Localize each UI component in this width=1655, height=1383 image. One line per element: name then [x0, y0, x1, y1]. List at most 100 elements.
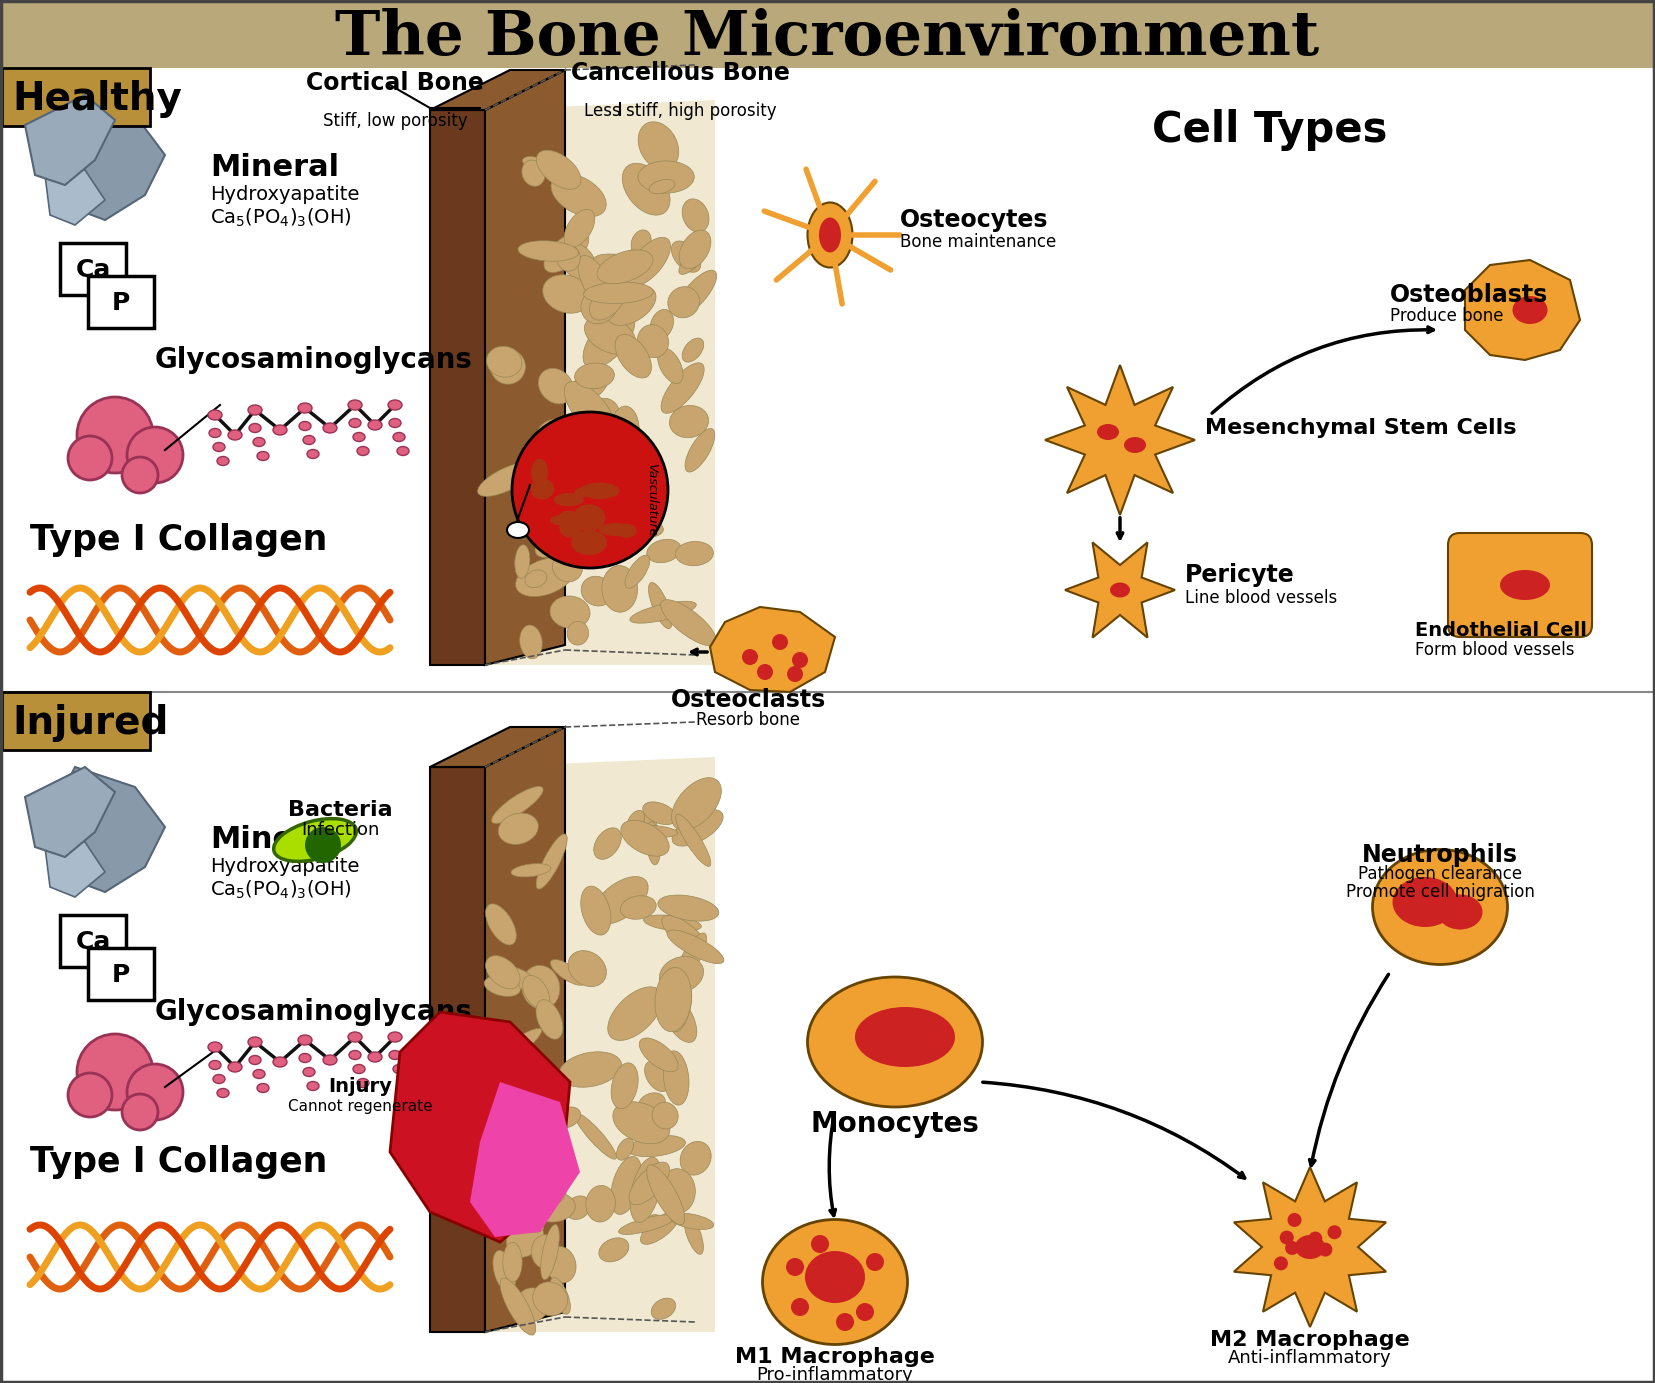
Ellipse shape [323, 423, 338, 433]
Ellipse shape [306, 449, 319, 459]
Ellipse shape [680, 1141, 712, 1176]
Ellipse shape [647, 1164, 685, 1225]
Ellipse shape [644, 916, 702, 931]
Ellipse shape [536, 151, 581, 189]
Ellipse shape [357, 447, 369, 455]
Polygon shape [430, 727, 564, 768]
Ellipse shape [558, 510, 581, 528]
Ellipse shape [669, 405, 708, 437]
Ellipse shape [523, 156, 554, 174]
Text: Cancellous Bone: Cancellous Bone [571, 61, 789, 84]
Ellipse shape [535, 517, 583, 557]
Ellipse shape [644, 806, 657, 848]
Text: P: P [113, 290, 131, 315]
Ellipse shape [602, 566, 637, 613]
Ellipse shape [531, 479, 554, 499]
Ellipse shape [549, 514, 579, 526]
Ellipse shape [1392, 877, 1458, 927]
Text: Injured: Injured [12, 704, 169, 743]
Circle shape [1288, 1213, 1301, 1227]
Text: P: P [113, 963, 131, 987]
Polygon shape [25, 768, 114, 857]
Ellipse shape [483, 1029, 541, 1070]
Polygon shape [391, 1012, 569, 1242]
Ellipse shape [573, 414, 606, 458]
Polygon shape [45, 842, 104, 898]
FancyBboxPatch shape [60, 243, 126, 295]
Ellipse shape [298, 1034, 313, 1046]
Ellipse shape [485, 956, 520, 989]
Circle shape [1286, 1241, 1299, 1254]
Ellipse shape [556, 245, 581, 271]
Circle shape [1279, 1231, 1294, 1245]
Ellipse shape [387, 400, 402, 409]
Ellipse shape [639, 1093, 665, 1115]
Ellipse shape [501, 1070, 536, 1116]
Ellipse shape [617, 1138, 634, 1160]
Ellipse shape [273, 819, 356, 862]
Ellipse shape [389, 1051, 401, 1059]
Ellipse shape [367, 420, 382, 430]
Text: Anti-inflammatory: Anti-inflammatory [1228, 1348, 1392, 1366]
Ellipse shape [667, 929, 723, 964]
Text: Cannot regenerate: Cannot regenerate [288, 1099, 432, 1115]
Circle shape [1309, 1231, 1322, 1246]
Ellipse shape [472, 1030, 531, 1066]
Ellipse shape [579, 483, 619, 499]
Ellipse shape [1513, 296, 1547, 324]
Ellipse shape [564, 382, 616, 438]
Ellipse shape [516, 557, 574, 596]
Ellipse shape [303, 1068, 314, 1076]
Ellipse shape [490, 350, 526, 384]
Ellipse shape [348, 1032, 362, 1041]
Ellipse shape [397, 1079, 409, 1087]
Ellipse shape [248, 423, 261, 433]
Text: Hydroxyapatite: Hydroxyapatite [210, 185, 359, 205]
Ellipse shape [573, 505, 606, 531]
Ellipse shape [536, 834, 568, 889]
Ellipse shape [209, 1041, 222, 1052]
Text: Infection: Infection [301, 822, 379, 839]
Ellipse shape [601, 248, 647, 300]
Ellipse shape [543, 275, 591, 313]
Polygon shape [430, 111, 485, 665]
Text: Type I Collagen: Type I Collagen [30, 523, 328, 557]
Ellipse shape [583, 310, 636, 368]
Ellipse shape [606, 514, 664, 538]
Ellipse shape [518, 498, 568, 537]
Text: Ca$_5$(PO$_4$)$_3$(OH): Ca$_5$(PO$_4$)$_3$(OH) [210, 207, 353, 230]
Ellipse shape [568, 950, 606, 986]
Circle shape [68, 436, 113, 480]
Text: Monocytes: Monocytes [811, 1111, 980, 1138]
Ellipse shape [586, 1185, 616, 1223]
Ellipse shape [594, 254, 644, 272]
Ellipse shape [574, 487, 591, 498]
Ellipse shape [659, 1169, 695, 1213]
Text: Injury: Injury [328, 1077, 392, 1097]
Text: Healthy: Healthy [12, 80, 182, 118]
Ellipse shape [597, 250, 654, 284]
Ellipse shape [621, 896, 657, 920]
Ellipse shape [622, 163, 670, 216]
Ellipse shape [300, 1054, 311, 1062]
Ellipse shape [515, 1288, 548, 1322]
Ellipse shape [763, 1220, 907, 1344]
Ellipse shape [626, 555, 650, 588]
Polygon shape [470, 1082, 579, 1236]
Circle shape [1299, 1245, 1314, 1259]
Ellipse shape [592, 877, 649, 924]
Circle shape [122, 456, 157, 492]
Ellipse shape [541, 470, 578, 513]
Text: Ca$_5$(PO$_4$)$_3$(OH): Ca$_5$(PO$_4$)$_3$(OH) [210, 878, 353, 902]
Ellipse shape [392, 1065, 405, 1073]
Ellipse shape [1372, 849, 1508, 964]
Ellipse shape [518, 241, 579, 261]
Circle shape [68, 1073, 113, 1117]
Ellipse shape [528, 1106, 554, 1131]
Ellipse shape [655, 967, 692, 1032]
Text: Pro-inflammatory: Pro-inflammatory [756, 1366, 914, 1383]
Ellipse shape [521, 160, 544, 187]
Ellipse shape [553, 552, 583, 582]
Circle shape [791, 1299, 809, 1317]
Ellipse shape [599, 254, 627, 301]
